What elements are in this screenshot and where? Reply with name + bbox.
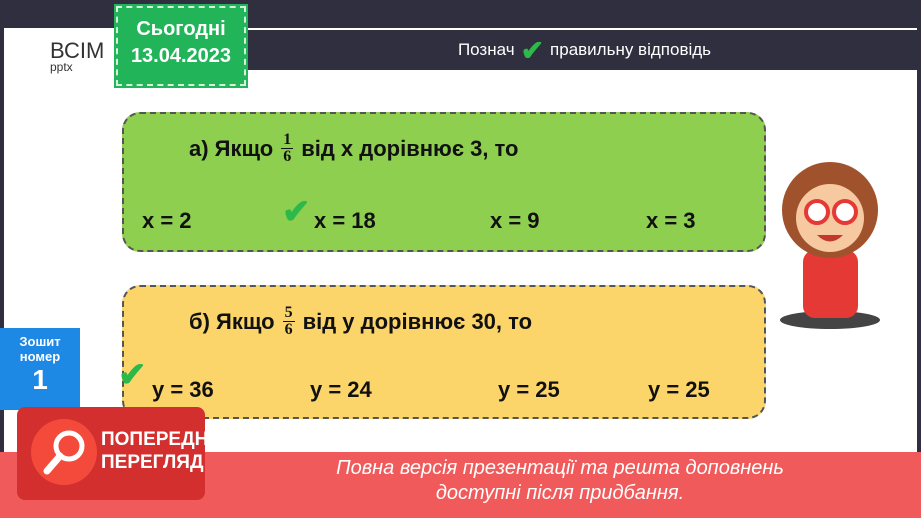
numerator: 5 [282,304,295,322]
date-badge: Сьогодні 13.04.2023 [114,4,248,88]
denominator: 6 [284,321,293,338]
instruction-bar: Познач ✔ правильну відповідь [248,30,921,70]
preview-button[interactable]: ПОПЕРЕДНІЙ ПЕРЕГЛЯД [17,407,227,500]
answer-option[interactable]: x = 18 [314,208,376,233]
answer-option[interactable]: x = 3 [646,208,696,233]
instruction-text-2: правильну відповідь [550,40,712,59]
task-a-suffix: від x дорівнює 3, то [301,135,519,161]
task-b-suffix: від y дорівнює 30, то [302,308,533,334]
date-value: 13.04.2023 [130,45,232,67]
logo-sub: pptx [50,60,73,74]
task-a-prefix: а) Якщо [189,135,274,161]
numerator: 1 [281,131,294,149]
girl-illustration [780,162,880,329]
answer-option[interactable]: y = 25 [498,377,560,402]
logo-brand: ВСІМ [50,38,105,63]
logo: ВСІМ pptx [10,38,104,74]
answer-option[interactable]: y = 36 [152,377,214,402]
magnifier-icon [31,419,97,485]
preview-line-2: ПЕРЕГЛЯД [101,451,204,473]
answer-option[interactable]: y = 25 [648,377,710,402]
banner-text: Повна версія презентації та решта доповн… [260,456,860,506]
answer-option[interactable]: y = 24 [310,377,372,402]
checkmark-icon: ✔ [118,356,147,394]
preview-line-1: ПОПЕРЕДНІЙ [101,429,228,450]
checkmark-icon: ✔ [282,193,311,231]
instruction-text: Познач [457,40,515,59]
notebook-badge: Зошит номер 1 [0,328,80,410]
notebook-label-2: номер [19,349,61,364]
task-b-box: б) Якщо 5 6 від y дорівнює 30, то ✔ y = 36 … [118,285,766,419]
answer-option[interactable]: x = 2 [142,208,192,233]
banner-line-2: доступні після придбання. [435,482,685,504]
denominator: 6 [283,148,292,165]
banner-line-1: Повна версія презентації та решта доповн… [336,457,784,479]
task-a-box: а) Якщо 1 6 від x дорівнює 3, то x = 2 ✔ x … [122,112,766,252]
notebook-number: 1 [32,364,48,395]
notebook-label: Зошит [19,334,61,349]
task-b-prefix: б) Якщо [189,308,275,334]
checkmark-icon: ✔ [520,34,545,66]
date-label: Сьогодні [136,18,226,40]
answer-option[interactable]: x = 9 [490,208,540,233]
